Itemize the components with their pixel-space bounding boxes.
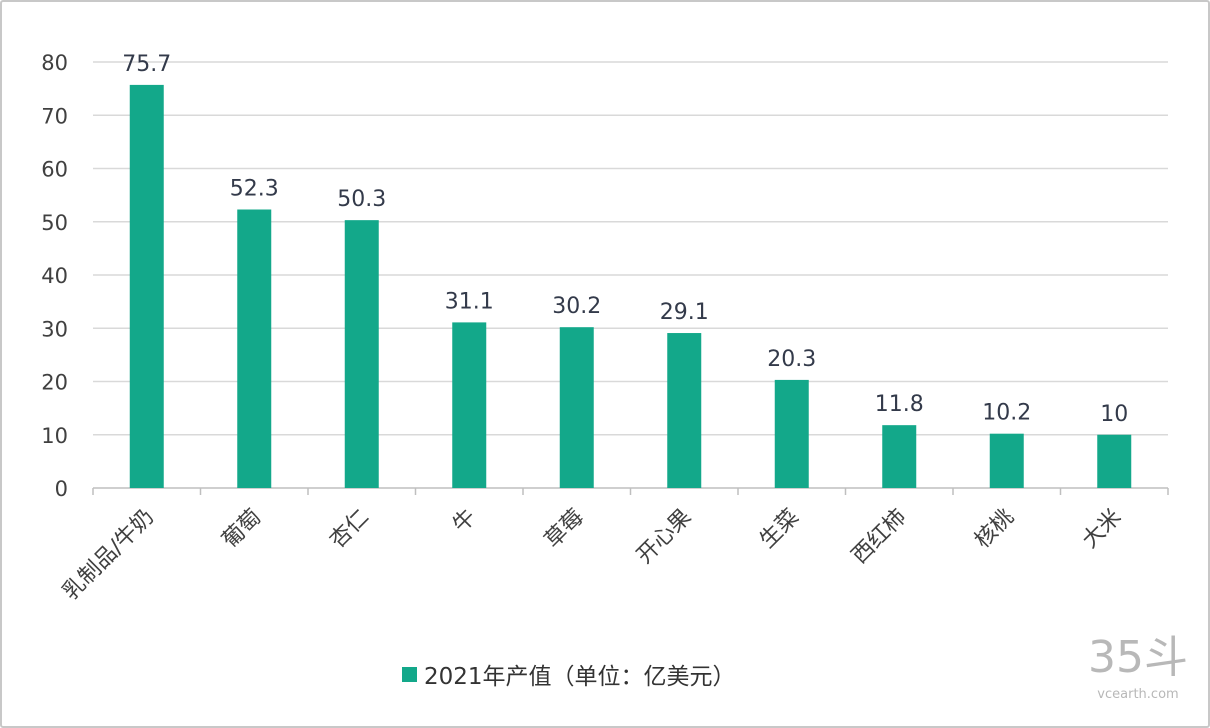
x-category-label: 开心果 <box>632 505 696 569</box>
legend-label: 2021年产值（单位：亿美元） <box>424 664 736 690</box>
data-label: 20.3 <box>767 347 816 372</box>
y-tick-label: 70 <box>41 104 68 128</box>
data-label: 10.2 <box>982 401 1031 426</box>
legend-swatch <box>402 667 417 682</box>
data-label: 52.3 <box>230 177 279 202</box>
bar <box>1097 434 1132 488</box>
data-label: 31.1 <box>445 289 494 314</box>
watermark-logo: 35斗 <box>1088 632 1188 683</box>
data-label: 10 <box>1100 402 1128 427</box>
x-category-label: 核桃 <box>970 505 1019 554</box>
y-tick-label: 50 <box>41 211 68 235</box>
x-category-label: 大米 <box>1078 505 1127 554</box>
y-tick-label: 20 <box>41 371 68 395</box>
x-category-label: 生菜 <box>755 505 804 554</box>
bar <box>559 327 594 488</box>
x-category-label: 乳制品/牛奶 <box>58 505 159 606</box>
x-category-label: 葡萄 <box>218 505 267 554</box>
y-tick-label: 40 <box>41 264 68 288</box>
bar <box>452 322 487 488</box>
x-category-label: 西红柿 <box>847 505 911 569</box>
y-tick-label: 30 <box>41 317 68 341</box>
data-label: 29.1 <box>660 300 709 325</box>
bar <box>344 220 379 488</box>
bar <box>237 209 272 488</box>
x-category-label: 草莓 <box>540 505 589 554</box>
bar <box>667 333 702 488</box>
bar <box>882 425 917 488</box>
y-tick-label: 60 <box>41 158 68 182</box>
data-label: 75.7 <box>122 52 171 77</box>
bar <box>989 433 1024 488</box>
data-label: 30.2 <box>552 294 601 319</box>
y-tick-label: 10 <box>41 424 68 448</box>
y-tick-label: 80 <box>41 51 68 75</box>
bar <box>774 379 809 488</box>
data-label: 50.3 <box>337 187 386 212</box>
data-label: 11.8 <box>875 392 924 417</box>
x-category-label: 牛 <box>448 505 481 538</box>
y-tick-label: 0 <box>55 477 68 501</box>
x-category-label: 杏仁 <box>325 505 374 554</box>
bar <box>129 84 164 489</box>
watermark-site: vcearth.com <box>1097 687 1178 702</box>
